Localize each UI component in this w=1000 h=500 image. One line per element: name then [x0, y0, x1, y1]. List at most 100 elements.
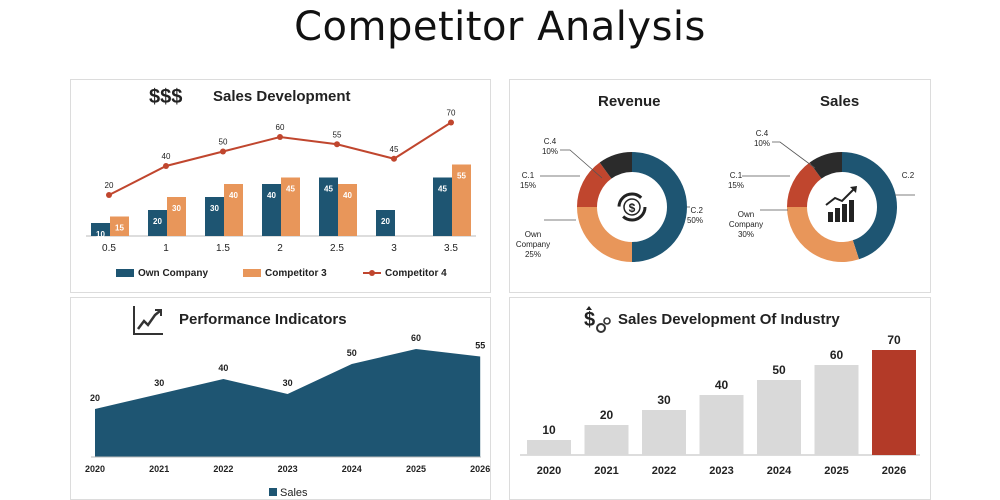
x-tick-label: 1.5: [216, 243, 230, 254]
x-tick-label: 2025: [406, 464, 426, 474]
area-value-label: 60: [411, 333, 421, 343]
bar-label-own-company: 40: [267, 191, 276, 200]
performance-chart: 2020203020214020223020235020246020255520…: [85, 333, 490, 499]
donut-label: 10%: [754, 139, 770, 148]
x-tick-label: 2023: [278, 464, 298, 474]
point-competitor-4: [220, 148, 226, 155]
bar-competitor-3: [110, 216, 129, 236]
bar-label-competitor-3: 15: [115, 224, 124, 233]
bar-own-company: [205, 197, 224, 236]
industry-bar: [699, 395, 744, 455]
point-label-competitor-4: 40: [162, 152, 171, 161]
donut-label: Own: [738, 210, 754, 219]
svg-text:$: $: [584, 309, 595, 331]
revenue-title: Revenue: [598, 93, 661, 110]
donut-label: 30%: [738, 230, 754, 239]
point-label-competitor-4: 55: [333, 130, 342, 139]
industry-bar: [584, 425, 629, 455]
point-competitor-4: [163, 163, 169, 169]
area-value-label: 40: [218, 363, 228, 373]
x-tick-label: 2021: [149, 464, 169, 474]
donut-label: Company: [516, 240, 550, 249]
performance-indicators-panel: Performance Indicators 20 2020 30 2021 40 202…: [70, 297, 491, 500]
sales-title: Sales: [820, 93, 860, 110]
point-label-competitor-4: 60: [276, 123, 285, 132]
legend-label: Own Company: [138, 268, 208, 279]
donut-slice: [842, 152, 897, 260]
x-tick-label: 1: [163, 243, 169, 254]
bar-own-company: [148, 210, 167, 236]
point-competitor-4: [391, 155, 397, 162]
x-tick-label: 2.5: [330, 243, 344, 254]
industry-bar: [872, 350, 916, 455]
point-competitor-4: [448, 119, 454, 126]
donut-label: C.4: [544, 137, 557, 146]
bar-label-own-company: 20: [381, 217, 390, 226]
legend-label: Competitor 3: [265, 268, 327, 279]
bar-label-own-company: 10: [96, 230, 105, 239]
bar-value-label: 20: [600, 408, 614, 422]
legend-swatch: [269, 488, 277, 496]
industry-bar: [527, 440, 571, 455]
point-label-competitor-4: 70: [447, 109, 456, 118]
area-value-label: 20: [90, 393, 100, 403]
donut-label: Company: [729, 220, 763, 229]
donut-label: 10%: [542, 147, 558, 156]
area-value-label: 30: [283, 378, 293, 388]
dollar-gears-icon: $: [584, 306, 611, 333]
x-tick-label: 2023: [709, 465, 733, 477]
bar-competitor-3: [452, 164, 471, 236]
donut-label: 15%: [728, 181, 744, 190]
page-title: Competitor Analysis: [294, 4, 706, 50]
industry-title: Sales Development Of Industry: [618, 311, 840, 328]
x-tick-label: 2025: [824, 465, 848, 477]
donut-slice: [599, 152, 632, 179]
donut-label: C.2: [902, 171, 915, 180]
donut-charts: C.250%OwnCompany25%C.115%C.410%C.2OwnCom…: [516, 129, 915, 262]
x-tick-label: 2024: [342, 464, 362, 474]
donut-label: 15%: [520, 181, 536, 190]
bar-label-own-company: 45: [438, 185, 447, 194]
trend-chart-icon: [133, 306, 163, 335]
area-value-label: 55: [475, 341, 485, 351]
revenue-sales-panel: Revenue Sales C.2 50% Own Company 25% C.1 15% C…: [509, 79, 931, 293]
legend-swatch-marker: [369, 270, 375, 276]
bar-value-label: 60: [830, 348, 844, 362]
point-label-competitor-4: 20: [105, 181, 114, 190]
bar-own-company: [319, 177, 338, 236]
legend-swatch: [116, 269, 134, 277]
x-tick-label: 2: [277, 243, 283, 254]
bar-label-competitor-3: 30: [172, 204, 181, 213]
point-competitor-4: [106, 192, 112, 198]
money-icon: $$$: [149, 86, 183, 108]
bar-competitor-3: [281, 177, 300, 236]
bar-label-own-company: 45: [324, 185, 333, 194]
donut-label: Own: [525, 230, 541, 239]
bar-value-label: 70: [887, 333, 901, 347]
bar-label-competitor-3: 40: [229, 191, 238, 200]
bar-own-company: [376, 210, 395, 236]
bar-label-competitor-3: 55: [457, 172, 466, 181]
x-tick-label: 2024: [767, 465, 792, 477]
donut-slice: [632, 152, 687, 262]
x-tick-label: 2020: [537, 465, 561, 477]
x-tick-label: 3: [391, 243, 397, 254]
x-tick-label: 2021: [594, 465, 618, 477]
donut-label: 50%: [687, 216, 703, 225]
donut-label: 25%: [525, 250, 541, 259]
point-label-competitor-4: 45: [390, 145, 399, 154]
bar-value-label: 10: [542, 423, 556, 437]
area-sales: [95, 349, 481, 457]
donut-label: C.1: [522, 171, 535, 180]
performance-title: Performance Indicators: [179, 311, 347, 328]
leader-line: [772, 141, 816, 169]
dollar-refresh-icon: $: [617, 192, 647, 222]
donut-label: C.4: [756, 129, 769, 138]
bar-competitor-3: [224, 184, 243, 236]
leader-line: [560, 149, 603, 179]
area-value-label: 50: [347, 348, 357, 358]
legend-swatch: [243, 269, 261, 277]
bar-value-label: 50: [772, 363, 786, 377]
legend-label: Competitor 4: [385, 268, 447, 279]
donut-label: C.2: [691, 206, 704, 215]
